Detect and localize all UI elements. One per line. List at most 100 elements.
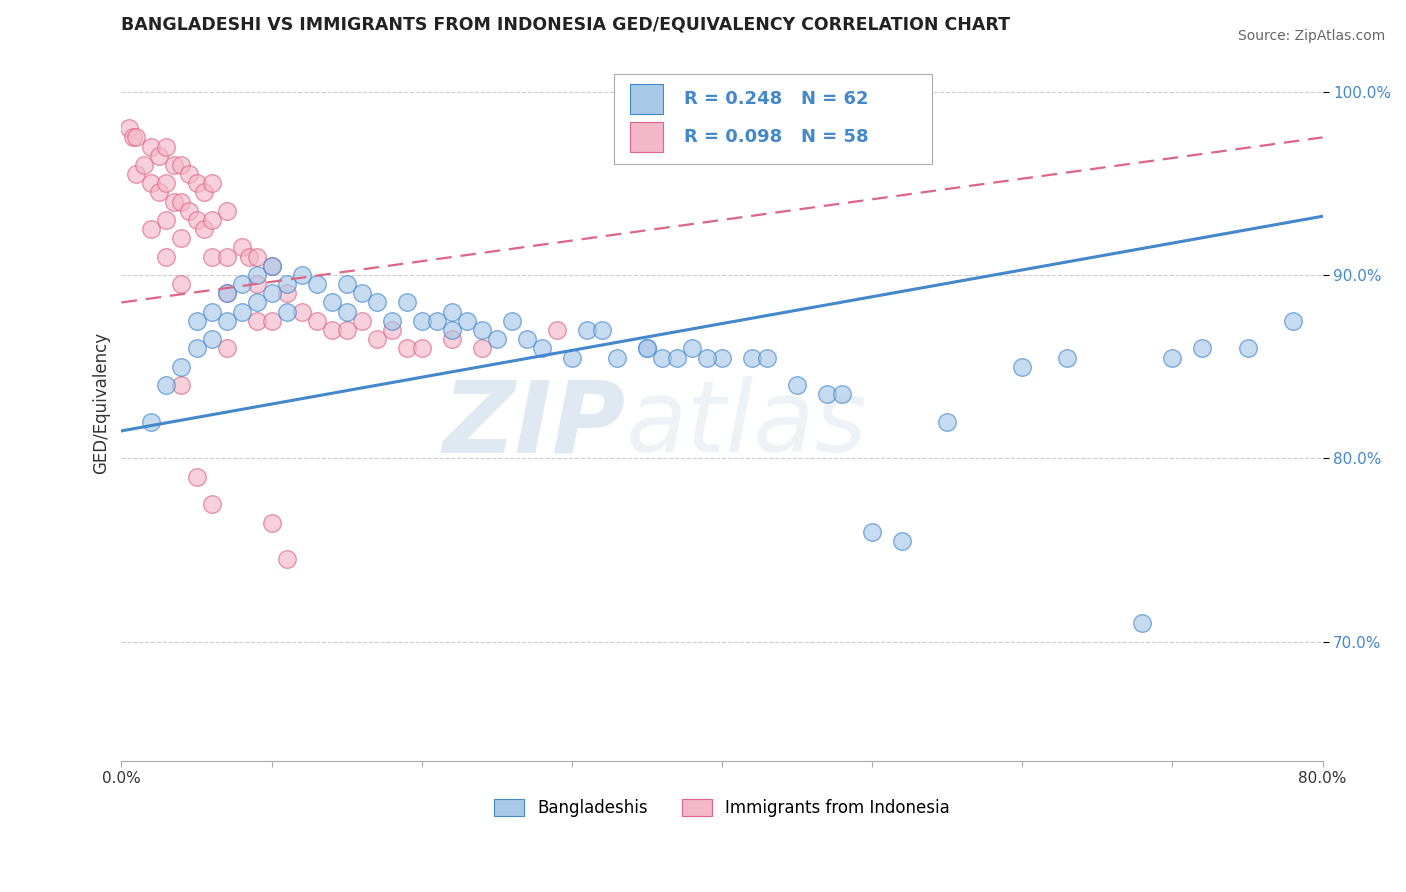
Point: [125, 130, 148, 145]
Point: [155, 139, 177, 153]
Point: [215, 286, 238, 301]
Point: [471, 323, 494, 337]
Point: [1281, 314, 1303, 328]
Point: [651, 351, 673, 365]
Point: [148, 149, 170, 163]
Point: [696, 351, 718, 365]
Point: [170, 158, 193, 172]
Point: [170, 231, 193, 245]
Text: BANGLADESHI VS IMMIGRANTS FROM INDONESIA GED/EQUIVALENCY CORRELATION CHART: BANGLADESHI VS IMMIGRANTS FROM INDONESIA…: [121, 15, 1011, 33]
Bar: [630, 122, 664, 153]
Point: [200, 497, 222, 511]
Point: [141, 139, 163, 153]
Point: [815, 387, 838, 401]
Point: [177, 167, 200, 181]
Point: [336, 277, 359, 292]
Point: [155, 213, 177, 227]
Point: [891, 533, 914, 548]
Point: [141, 176, 163, 190]
Point: [231, 304, 253, 318]
Point: [860, 524, 883, 539]
Point: [186, 213, 208, 227]
Point: [231, 277, 253, 292]
Point: [245, 268, 267, 282]
Legend: Bangladeshis, Immigrants from Indonesia: Bangladeshis, Immigrants from Indonesia: [495, 799, 949, 817]
Point: [636, 342, 658, 356]
Point: [440, 304, 463, 318]
Point: [155, 378, 177, 392]
Point: [122, 130, 145, 145]
Point: [786, 378, 808, 392]
Bar: [630, 85, 664, 114]
Point: [440, 332, 463, 346]
Point: [260, 314, 283, 328]
Point: [148, 186, 170, 200]
Point: [231, 240, 253, 254]
Point: [366, 332, 388, 346]
Point: [831, 387, 853, 401]
Text: R = 0.248   N = 62: R = 0.248 N = 62: [683, 90, 868, 108]
Point: [245, 277, 267, 292]
Point: [170, 378, 193, 392]
Point: [260, 259, 283, 273]
Point: [426, 314, 449, 328]
Point: [276, 286, 298, 301]
Point: [1191, 342, 1213, 356]
Text: ZIP: ZIP: [443, 376, 626, 474]
Point: [1161, 351, 1184, 365]
Point: [681, 342, 703, 356]
Point: [336, 323, 359, 337]
Point: [141, 415, 163, 429]
Point: [636, 342, 658, 356]
Point: [936, 415, 959, 429]
Point: [440, 323, 463, 337]
Point: [245, 295, 267, 310]
Point: [336, 304, 359, 318]
Y-axis label: GED/Equivalency: GED/Equivalency: [93, 333, 110, 475]
Point: [177, 203, 200, 218]
Point: [350, 286, 373, 301]
Point: [215, 286, 238, 301]
Point: [260, 286, 283, 301]
Point: [321, 295, 343, 310]
Point: [163, 158, 186, 172]
Point: [411, 314, 433, 328]
Point: [170, 359, 193, 374]
Point: [260, 259, 283, 273]
Point: [561, 351, 583, 365]
Point: [546, 323, 568, 337]
Point: [200, 304, 222, 318]
Point: [215, 250, 238, 264]
Point: [1236, 342, 1258, 356]
Point: [665, 351, 688, 365]
Point: [170, 277, 193, 292]
Point: [395, 342, 418, 356]
Point: [501, 314, 523, 328]
Point: [163, 194, 186, 209]
Point: [186, 469, 208, 483]
Point: [215, 342, 238, 356]
Point: [245, 250, 267, 264]
Point: [516, 332, 538, 346]
Point: [193, 222, 215, 236]
Point: [276, 277, 298, 292]
Point: [756, 351, 779, 365]
Point: [238, 250, 260, 264]
Point: [276, 304, 298, 318]
Point: [200, 213, 222, 227]
Point: [260, 516, 283, 530]
Text: atlas: atlas: [626, 376, 868, 474]
Point: [170, 194, 193, 209]
Point: [186, 314, 208, 328]
Point: [305, 314, 328, 328]
Point: [305, 277, 328, 292]
Point: [395, 295, 418, 310]
Text: R = 0.098   N = 58: R = 0.098 N = 58: [683, 128, 868, 146]
Point: [125, 167, 148, 181]
Point: [411, 342, 433, 356]
FancyBboxPatch shape: [614, 74, 932, 164]
Point: [118, 121, 141, 136]
Point: [1056, 351, 1078, 365]
Point: [606, 351, 628, 365]
Point: [711, 351, 734, 365]
